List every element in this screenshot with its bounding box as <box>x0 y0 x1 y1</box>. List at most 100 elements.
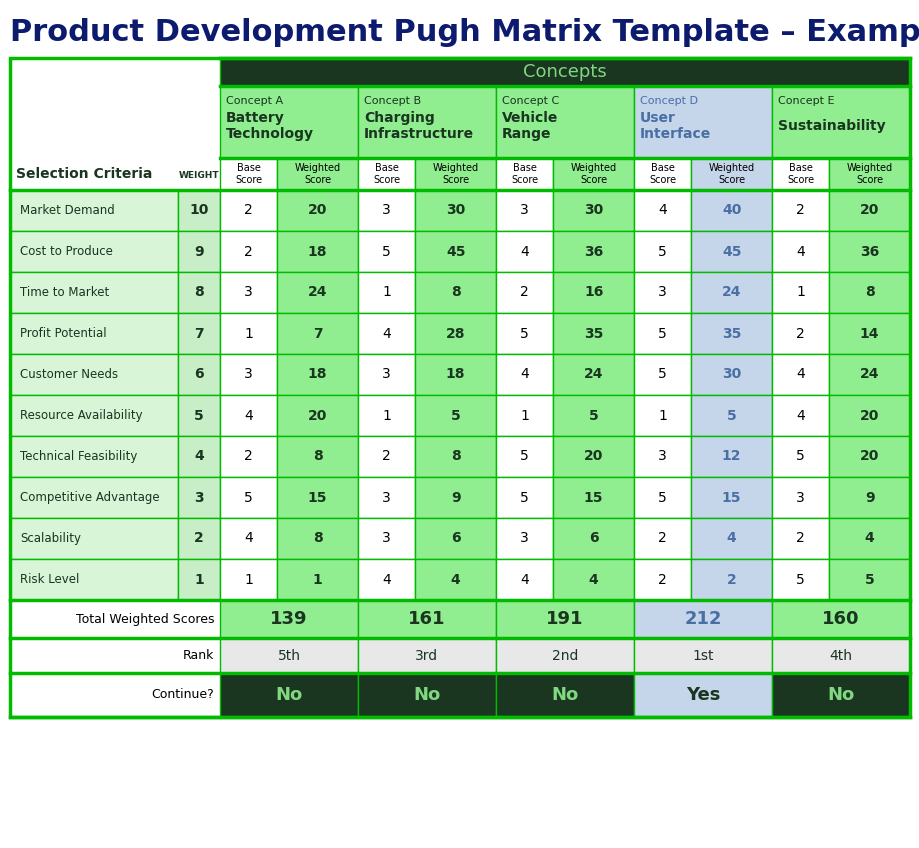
Bar <box>358 231 415 272</box>
Bar <box>553 354 634 395</box>
Text: 4: 4 <box>520 367 529 382</box>
Text: 14: 14 <box>860 326 879 341</box>
Text: 4: 4 <box>796 244 805 259</box>
Bar <box>496 395 553 436</box>
Text: 18: 18 <box>308 367 327 382</box>
Text: 18: 18 <box>308 244 327 259</box>
Bar <box>496 313 553 354</box>
Bar <box>634 190 691 231</box>
Text: Continue?: Continue? <box>152 689 214 701</box>
Bar <box>178 158 220 190</box>
Bar <box>10 436 178 477</box>
Bar <box>634 436 691 477</box>
Text: 36: 36 <box>860 244 879 259</box>
Text: Concept C: Concept C <box>502 96 560 106</box>
Text: 4: 4 <box>589 572 598 587</box>
Text: 4: 4 <box>796 367 805 382</box>
Bar <box>358 354 415 395</box>
Text: 24: 24 <box>860 367 879 382</box>
Text: 4: 4 <box>382 572 391 587</box>
Bar <box>772 638 910 673</box>
Text: 6: 6 <box>451 532 460 545</box>
Bar <box>496 477 553 518</box>
Text: 2: 2 <box>796 326 805 341</box>
Bar <box>178 477 220 518</box>
Bar <box>691 436 772 477</box>
Bar <box>278 190 358 231</box>
Text: Selection Criteria: Selection Criteria <box>16 167 153 181</box>
Bar <box>358 158 415 190</box>
Bar <box>496 86 634 158</box>
Bar <box>691 190 772 231</box>
Bar <box>415 436 496 477</box>
Text: 5: 5 <box>727 409 736 422</box>
Bar <box>10 158 178 190</box>
Text: 1: 1 <box>520 409 529 422</box>
Bar <box>496 354 553 395</box>
Text: 30: 30 <box>722 367 742 382</box>
Text: 8: 8 <box>450 286 460 299</box>
Text: 30: 30 <box>446 204 465 217</box>
Bar <box>553 436 634 477</box>
Bar <box>634 272 691 313</box>
Text: 4th: 4th <box>830 649 853 662</box>
Text: Competitive Advantage: Competitive Advantage <box>20 491 160 504</box>
Bar <box>496 673 634 717</box>
Text: 18: 18 <box>446 367 465 382</box>
Text: 30: 30 <box>584 204 603 217</box>
Text: User
Interface: User Interface <box>640 111 711 141</box>
Text: 3: 3 <box>382 367 391 382</box>
Text: Total Weighted Scores: Total Weighted Scores <box>75 612 214 626</box>
Text: 3: 3 <box>244 286 253 299</box>
Bar <box>220 395 278 436</box>
Bar <box>772 395 829 436</box>
Bar <box>634 158 691 190</box>
Text: Profit Potential: Profit Potential <box>20 327 107 340</box>
Text: 1: 1 <box>382 409 391 422</box>
Text: Weighted
Score: Weighted Score <box>571 163 617 185</box>
Bar <box>358 272 415 313</box>
Text: 9: 9 <box>194 244 204 259</box>
Text: 4: 4 <box>727 532 736 545</box>
Bar <box>358 190 415 231</box>
Text: 2: 2 <box>244 204 253 217</box>
Text: 24: 24 <box>584 367 604 382</box>
Bar <box>691 395 772 436</box>
Bar <box>496 436 553 477</box>
Bar <box>634 518 691 559</box>
Text: 40: 40 <box>722 204 742 217</box>
Text: 15: 15 <box>308 490 327 505</box>
Text: 24: 24 <box>308 286 327 299</box>
Bar <box>553 477 634 518</box>
Bar <box>358 395 415 436</box>
Bar <box>10 190 178 231</box>
Text: Cost to Produce: Cost to Produce <box>20 245 113 258</box>
Text: 4: 4 <box>194 449 204 464</box>
Text: 8: 8 <box>450 449 460 464</box>
Text: 5: 5 <box>520 326 529 341</box>
Bar <box>220 477 278 518</box>
Text: 24: 24 <box>722 286 742 299</box>
Text: Sustainability: Sustainability <box>778 119 886 133</box>
Text: 5: 5 <box>865 572 875 587</box>
Bar <box>10 673 220 717</box>
Bar <box>415 158 496 190</box>
Bar <box>829 436 910 477</box>
Bar <box>553 395 634 436</box>
Bar <box>220 158 278 190</box>
Bar <box>553 518 634 559</box>
Bar <box>772 518 829 559</box>
Bar <box>496 600 634 638</box>
Text: Base
Score: Base Score <box>511 163 539 185</box>
Bar <box>496 559 553 600</box>
Text: 20: 20 <box>584 449 603 464</box>
Text: 5: 5 <box>382 244 391 259</box>
Bar <box>358 436 415 477</box>
Bar <box>220 272 278 313</box>
Text: 4: 4 <box>244 532 253 545</box>
Bar <box>220 559 278 600</box>
Bar <box>178 395 220 436</box>
Bar <box>415 231 496 272</box>
Text: 2: 2 <box>658 572 667 587</box>
Bar <box>691 158 772 190</box>
